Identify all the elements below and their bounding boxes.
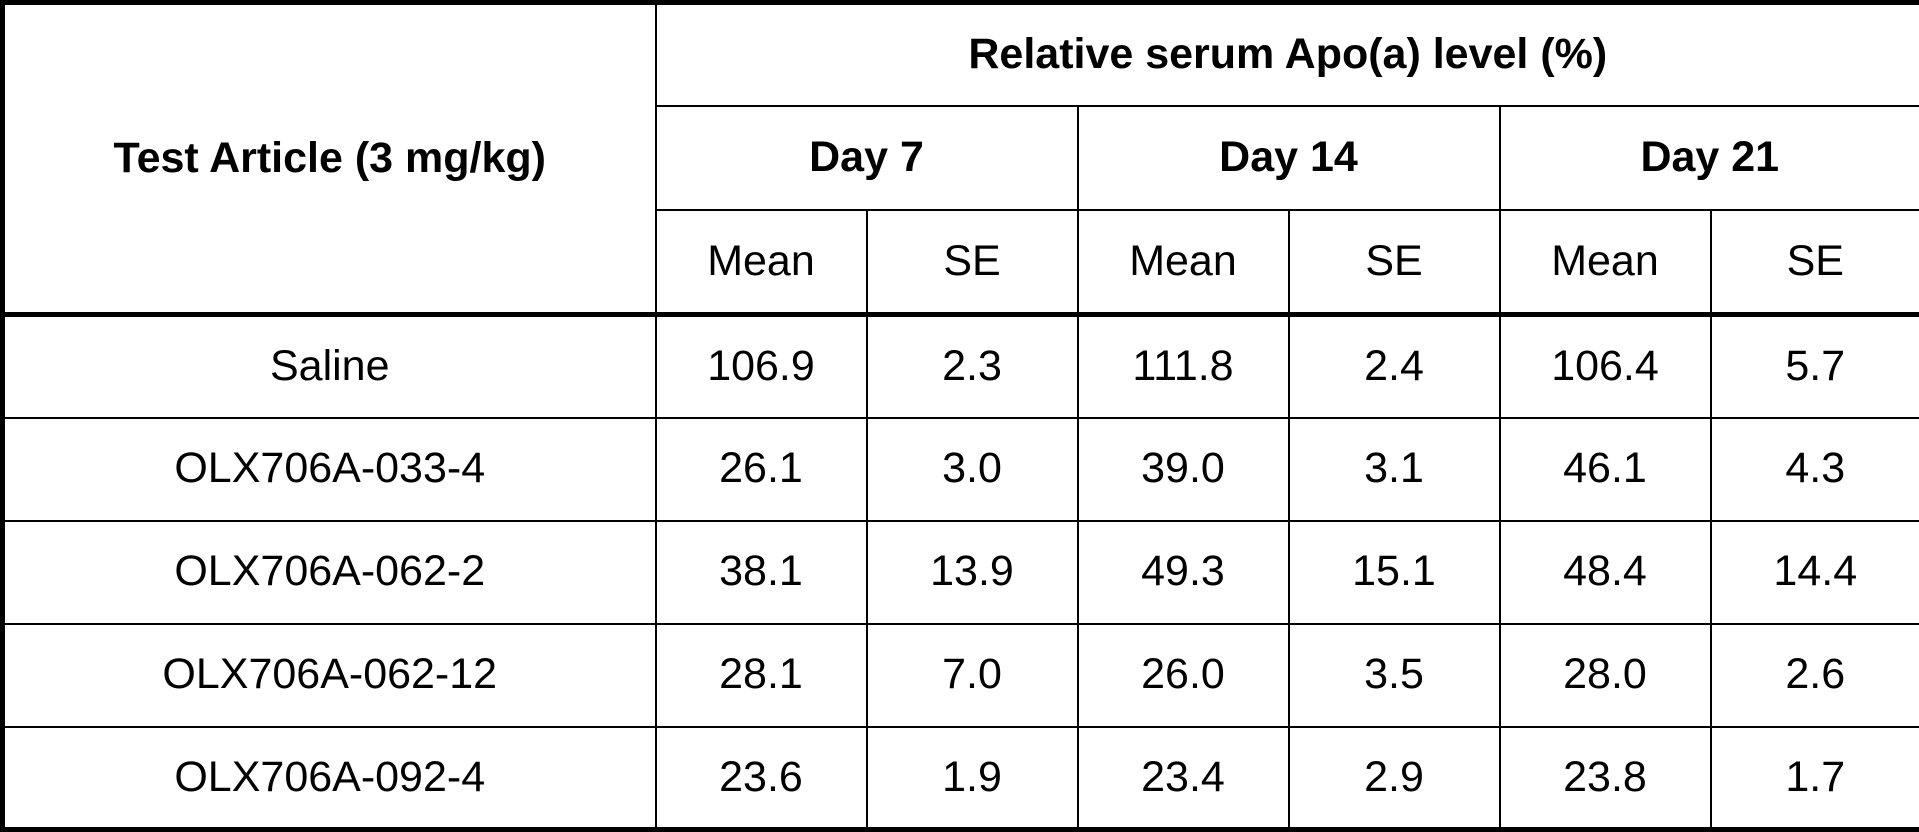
- day-header-cell-day7: Day 7: [656, 106, 1078, 210]
- value-cell: 46.1: [1500, 418, 1711, 521]
- value-cell: 5.7: [1711, 315, 1919, 418]
- value-cell: 39.0: [1078, 418, 1289, 521]
- test-article-cell: Saline: [3, 315, 656, 418]
- value-cell: 4.3: [1711, 418, 1919, 521]
- value-cell: 1.9: [867, 727, 1078, 830]
- value-cell: 49.3: [1078, 521, 1289, 624]
- value-cell: 28.0: [1500, 624, 1711, 727]
- value-cell: 7.0: [867, 624, 1078, 727]
- stat-header-cell: Mean: [1078, 210, 1289, 315]
- corner-header-cell: Test Article (3 mg/kg): [3, 3, 656, 315]
- stat-header-cell: Mean: [656, 210, 867, 315]
- test-article-cell: OLX706A-033-4: [3, 418, 656, 521]
- value-cell: 106.4: [1500, 315, 1711, 418]
- value-cell: 23.8: [1500, 727, 1711, 830]
- value-cell: 106.9: [656, 315, 867, 418]
- value-cell: 23.4: [1078, 727, 1289, 830]
- value-cell: 38.1: [656, 521, 867, 624]
- value-cell: 26.0: [1078, 624, 1289, 727]
- day-header-cell-day14: Day 14: [1078, 106, 1500, 210]
- value-cell: 2.3: [867, 315, 1078, 418]
- value-cell: 3.1: [1289, 418, 1500, 521]
- group-header-row: Test Article (3 mg/kg) Relative serum Ap…: [3, 3, 1919, 106]
- value-cell: 28.1: [656, 624, 867, 727]
- value-cell: 111.8: [1078, 315, 1289, 418]
- stat-header-cell: SE: [1711, 210, 1919, 315]
- test-article-cell: OLX706A-062-12: [3, 624, 656, 727]
- table-header: Test Article (3 mg/kg) Relative serum Ap…: [3, 3, 1919, 315]
- value-cell: 14.4: [1711, 521, 1919, 624]
- test-article-cell: OLX706A-092-4: [3, 727, 656, 830]
- stat-header-cell: SE: [867, 210, 1078, 315]
- day-header-cell-day21: Day 21: [1500, 106, 1919, 210]
- value-cell: 3.0: [867, 418, 1078, 521]
- test-article-cell: OLX706A-062-2: [3, 521, 656, 624]
- group-header-cell: Relative serum Apo(a) level (%): [656, 3, 1919, 106]
- value-cell: 13.9: [867, 521, 1078, 624]
- value-cell: 26.1: [656, 418, 867, 521]
- value-cell: 2.4: [1289, 315, 1500, 418]
- value-cell: 2.6: [1711, 624, 1919, 727]
- value-cell: 2.9: [1289, 727, 1500, 830]
- value-cell: 48.4: [1500, 521, 1711, 624]
- stat-header-cell: SE: [1289, 210, 1500, 315]
- value-cell: 1.7: [1711, 727, 1919, 830]
- value-cell: 3.5: [1289, 624, 1500, 727]
- value-cell: 15.1: [1289, 521, 1500, 624]
- value-cell: 23.6: [656, 727, 867, 830]
- stat-header-cell: Mean: [1500, 210, 1711, 315]
